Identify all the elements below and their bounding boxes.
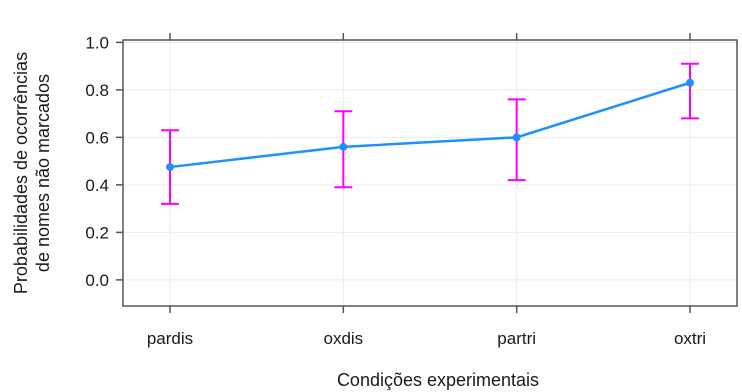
x-tick-label: pardis — [147, 329, 193, 348]
data-point — [339, 142, 348, 151]
tick-labels: 0.0 0.2 0.4 0.6 0.8 1.0 pardis oxdis partri oxtri — [85, 33, 706, 348]
data-point — [686, 78, 694, 87]
y-axis-title: Probabilidades de ocorrências de nomes n… — [11, 52, 53, 294]
data-point — [166, 163, 174, 172]
y-tick-label: 0.0 — [85, 271, 109, 290]
series-line — [169, 81, 691, 169]
error-bars — [161, 62, 699, 205]
gridlines — [123, 40, 737, 306]
y-tick-label: 0.8 — [85, 81, 109, 100]
plot-border — [122, 39, 738, 307]
y-axis-title-line-1: Probabilidades de ocorrências — [11, 52, 31, 294]
x-tick-label: oxtri — [674, 329, 706, 348]
y-tick-label: 0.4 — [85, 176, 109, 195]
x-tick-label: partri — [497, 329, 536, 348]
x-tick-label: oxdis — [323, 329, 363, 348]
y-tick-label: 1.0 — [85, 33, 109, 52]
data-series — [166, 78, 694, 172]
y-tick-label: 0.2 — [85, 223, 109, 242]
data-point — [512, 133, 521, 142]
y-tick-label: 0.6 — [85, 128, 109, 147]
axis-ticks — [116, 33, 691, 313]
x-axis-title: Condições experimentais — [337, 370, 539, 390]
y-axis-title-line-2: de nomes não marcados — [33, 74, 53, 272]
plot-frame — [122, 39, 738, 307]
